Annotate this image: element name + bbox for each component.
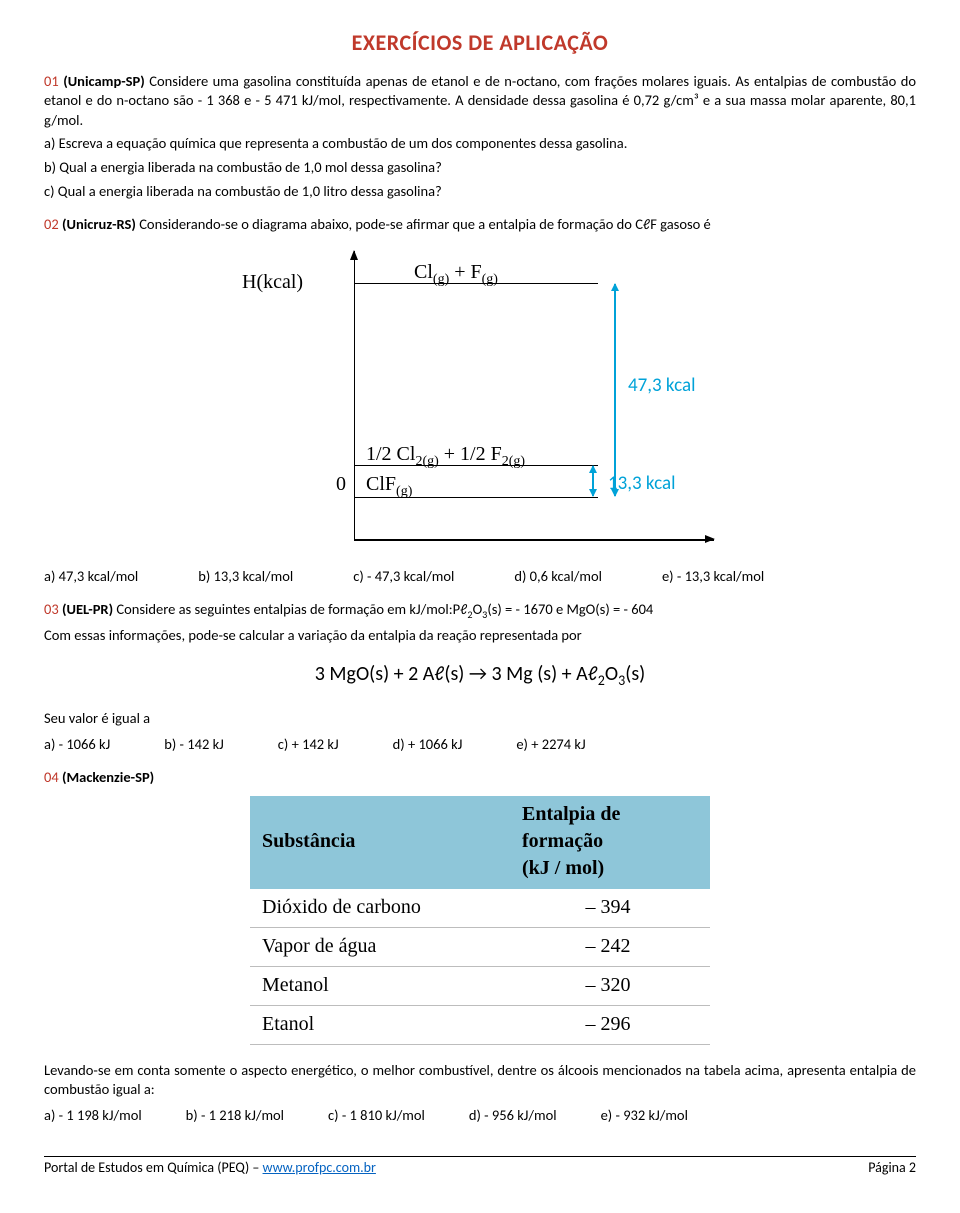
- q03-line1: Considere as seguintes entalpias de form…: [113, 600, 653, 618]
- q03-opt-e: e) + 2274 kJ: [516, 735, 585, 755]
- large-arrow: [614, 284, 616, 496]
- question-02: 02 (Unicruz-RS) Considerando-se o diagra…: [44, 215, 916, 586]
- cell-value: – 296: [510, 1005, 710, 1044]
- text-02: Considerando-se o diagrama abaixo, pode-…: [136, 215, 711, 233]
- q04-opt-b: b) - 1 218 kJ/mol: [186, 1106, 284, 1126]
- q02-opt-b: b) 13,3 kcal/mol: [198, 567, 293, 587]
- qnum-04: 04: [44, 768, 59, 786]
- qnum-03: 03: [44, 600, 59, 618]
- table-row: Vapor de água– 242: [250, 927, 710, 966]
- cell-value: – 320: [510, 966, 710, 1005]
- text-01: Considere uma gasolina constituída apena…: [44, 72, 916, 129]
- q03-options: a) - 1066 kJ b) - 142 kJ c) + 142 kJ d) …: [44, 735, 916, 755]
- cell-value: – 242: [510, 927, 710, 966]
- qnum-02: 02: [44, 215, 59, 233]
- table-row: Dióxido de carbono– 394: [250, 888, 710, 927]
- source-01: (Unicamp-SP): [63, 72, 145, 90]
- q01-b: b) Qual a energia liberada na combustão …: [44, 158, 916, 178]
- q02-opt-a: a) 47,3 kcal/mol: [44, 567, 138, 587]
- q03-opt-b: b) - 142 kJ: [164, 735, 224, 755]
- cell-name: Dióxido de carbono: [250, 888, 510, 927]
- qnum-01: 01: [44, 72, 59, 90]
- y-label: H(kcal): [242, 269, 303, 296]
- col2-l1: Entalpia de formação: [522, 803, 620, 852]
- q04-text: Levando-se em conta somente o aspecto en…: [44, 1061, 916, 1100]
- q03-equation: 3 MgO(s) + 2 Aℓ(s) → 3 Mg (s) + Aℓ2O3(s): [44, 661, 916, 691]
- level-top-label: Cl(g) + F(g): [414, 259, 498, 290]
- q03-opt-c: c) + 142 kJ: [278, 735, 339, 755]
- q02-options: a) 47,3 kcal/mol b) 13,3 kcal/mol c) - 4…: [44, 567, 916, 587]
- col2-l2: (kJ / mol): [522, 857, 604, 879]
- zero-label: 0: [336, 471, 346, 498]
- source-04: (Mackenzie-SP): [62, 768, 154, 786]
- page-footer: Portal de Estudos em Química (PEQ) – www…: [44, 1156, 916, 1178]
- q03-opt-a: a) - 1066 kJ: [44, 735, 110, 755]
- q02-opt-e: e) - 13,3 kcal/mol: [662, 567, 764, 587]
- x-axis: [354, 539, 714, 540]
- q04-opt-c: c) - 1 810 kJ/mol: [328, 1106, 425, 1126]
- value-small: 13,3 kcal: [608, 471, 675, 497]
- footer-left: Portal de Estudos em Química (PEQ) – www…: [44, 1159, 376, 1178]
- q04-opt-e: e) - 932 kJ/mol: [601, 1106, 688, 1126]
- cell-value: – 394: [510, 888, 710, 927]
- cell-name: Metanol: [250, 966, 510, 1005]
- cell-name: Etanol: [250, 1005, 510, 1044]
- cell-name: Vapor de água: [250, 927, 510, 966]
- q02-opt-c: c) - 47,3 kcal/mol: [353, 567, 454, 587]
- q03-value-label: Seu valor é igual a: [44, 709, 916, 729]
- q03-line2: Com essas informações, pode-se calcular …: [44, 626, 916, 646]
- level-bottom-label: ClF(g): [366, 471, 412, 502]
- table-row: Metanol– 320: [250, 966, 710, 1005]
- enthalpy-diagram: H(kcal) 0 Cl(g) + F(g) 1/2 Cl2(g) + 1/2 …: [214, 243, 722, 553]
- page-title: EXERCÍCIOS DE APLICAÇÃO: [44, 28, 916, 58]
- q04-opt-a: a) - 1 198 kJ/mol: [44, 1106, 142, 1126]
- enthalpy-table: Substância Entalpia de formação (kJ / mol…: [250, 796, 710, 1045]
- footer-right: Página 2: [868, 1159, 916, 1178]
- table-row: Etanol– 296: [250, 1005, 710, 1044]
- col-substance: Substância: [250, 796, 510, 889]
- q01-c: c) Qual a energia liberada na combustão …: [44, 182, 916, 202]
- question-03: 03 (UEL-PR) Considere as seguintes ental…: [44, 600, 916, 754]
- question-04: 04 (Mackenzie-SP) Substância Entalpia de…: [44, 768, 916, 1125]
- q02-opt-d: d) 0,6 kcal/mol: [514, 567, 602, 587]
- footer-link[interactable]: www.profpc.com.br: [263, 1159, 376, 1176]
- q04-opt-d: d) - 956 kJ/mol: [469, 1106, 557, 1126]
- q04-options: a) - 1 198 kJ/mol b) - 1 218 kJ/mol c) -…: [44, 1106, 916, 1126]
- footer-left-text: Portal de Estudos em Química (PEQ) –: [44, 1159, 263, 1176]
- level-mid-label: 1/2 Cl2(g) + 1/2 F2(g): [366, 441, 525, 472]
- value-large: 47,3 kcal: [628, 373, 695, 399]
- small-arrow: [592, 466, 594, 496]
- q01-a: a) Escreva a equação química que represe…: [44, 134, 916, 154]
- source-02: (Unicruz-RS): [62, 215, 136, 233]
- source-03: (UEL-PR): [62, 600, 113, 618]
- table-header-row: Substância Entalpia de formação (kJ / mol…: [250, 796, 710, 889]
- q03-opt-d: d) + 1066 kJ: [393, 735, 463, 755]
- question-01: 01 (Unicamp-SP) Considere uma gasolina c…: [44, 72, 916, 201]
- col-enthalpy: Entalpia de formação (kJ / mol): [510, 796, 710, 889]
